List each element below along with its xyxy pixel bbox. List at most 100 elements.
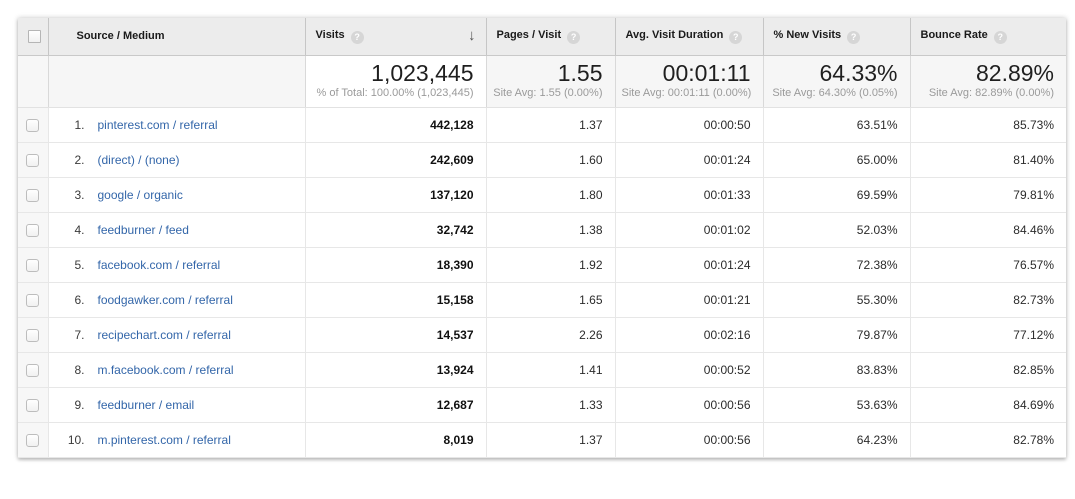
table-body: 1. pinterest.com / referral 442,128 1.37 … <box>18 107 1066 458</box>
row-checkbox-cell <box>18 247 48 283</box>
summary-visits-cell: 1,023,445 % of Total: 100.00% (1,023,445… <box>304 55 486 108</box>
summary-new-visits-cell: 64.33% Site Avg: 64.30% (0.05%) <box>762 55 910 108</box>
summary-row: 1,023,445 % of Total: 100.00% (1,023,445… <box>18 55 1066 108</box>
help-icon[interactable]: ? <box>567 30 581 44</box>
visits-cell: 442,128 <box>304 107 486 143</box>
table-row: 6. foodgawker.com / referral 15,158 1.65 … <box>18 282 1066 318</box>
row-number: 10. <box>67 432 85 447</box>
column-header-source-medium[interactable]: Source / Medium <box>47 18 305 56</box>
source-medium-link[interactable]: feedburner / email <box>97 397 195 412</box>
bounce-rate-cell: 76.57% <box>909 247 1066 283</box>
row-checkbox[interactable] <box>26 223 40 237</box>
column-header-new-visits[interactable]: % New Visits? <box>762 18 910 56</box>
new-visits-cell: 53.63% <box>762 387 910 423</box>
sort-descending-icon: ↓ <box>468 27 476 45</box>
row-checkbox[interactable] <box>26 153 40 167</box>
avg-visit-duration-cell: 00:00:50 <box>614 107 763 143</box>
column-header-avg-visit-duration[interactable]: Avg. Visit Duration? <box>614 18 763 56</box>
bounce-rate-cell: 85.73% <box>909 107 1066 143</box>
source-medium-link[interactable]: m.pinterest.com / referral <box>97 432 231 447</box>
column-label: % New Visits <box>773 28 842 41</box>
row-checkbox[interactable] <box>26 363 40 377</box>
help-icon[interactable]: ? <box>729 30 743 44</box>
visits-cell: 8,019 <box>304 422 486 458</box>
table-header-row: Source / Medium Visits? ↓ Pages / Visit?… <box>18 18 1066 56</box>
new-visits-cell: 64.23% <box>762 422 910 458</box>
row-checkbox[interactable] <box>26 433 40 447</box>
column-header-bounce-rate[interactable]: Bounce Rate? <box>909 18 1066 56</box>
column-header-pages-visit[interactable]: Pages / Visit? <box>485 18 615 56</box>
source-medium-link[interactable]: recipechart.com / referral <box>97 327 231 342</box>
table-row: 4. feedburner / feed 32,742 1.38 00:01:02… <box>18 212 1066 248</box>
row-checkbox[interactable] <box>26 293 40 307</box>
source-medium-link[interactable]: m.facebook.com / referral <box>97 362 234 377</box>
source-medium-link[interactable]: pinterest.com / referral <box>97 117 218 132</box>
visits-cell: 13,924 <box>304 352 486 388</box>
avg-visit-duration-cell: 00:01:24 <box>614 247 763 283</box>
select-all-checkbox[interactable] <box>28 29 41 43</box>
source-medium-cell: 5. facebook.com / referral <box>47 247 305 283</box>
avg-pages-value: 1.55 <box>557 60 603 86</box>
bounce-rate-cell: 81.40% <box>909 142 1066 178</box>
new-visits-cell: 55.30% <box>762 282 910 318</box>
source-medium-cell: 2. (direct) / (none) <box>47 142 305 178</box>
analytics-table-card: Source / Medium Visits? ↓ Pages / Visit?… <box>18 18 1066 458</box>
help-icon[interactable]: ? <box>350 30 364 44</box>
bounce-rate-cell: 84.46% <box>909 212 1066 248</box>
avg-visit-duration-cell: 00:01:02 <box>614 212 763 248</box>
help-icon[interactable]: ? <box>993 30 1007 44</box>
source-medium-link[interactable]: (direct) / (none) <box>97 152 180 167</box>
table-row: 2. (direct) / (none) 242,609 1.60 00:01:2… <box>18 142 1066 178</box>
pages-visit-cell: 1.80 <box>485 177 615 213</box>
row-checkbox-cell <box>18 422 48 458</box>
row-checkbox-cell <box>18 317 48 353</box>
pages-visit-cell: 1.37 <box>485 107 615 143</box>
source-medium-cell: 4. feedburner / feed <box>47 212 305 248</box>
source-medium-cell: 8. m.facebook.com / referral <box>47 352 305 388</box>
bounce-rate-cell: 82.78% <box>909 422 1066 458</box>
avg-visit-duration-cell: 00:01:33 <box>614 177 763 213</box>
table-row: 9. feedburner / email 12,687 1.33 00:00:5… <box>18 387 1066 423</box>
table-row: 7. recipechart.com / referral 14,537 2.26… <box>18 317 1066 353</box>
row-checkbox[interactable] <box>26 188 40 202</box>
row-number: 7. <box>74 327 85 342</box>
avg-visit-duration-cell: 00:00:56 <box>614 422 763 458</box>
visits-cell: 137,120 <box>304 177 486 213</box>
bounce-rate-cell: 77.12% <box>909 317 1066 353</box>
help-icon[interactable]: ? <box>847 30 861 44</box>
total-visits-subtext: % of Total: 100.00% (1,023,445) <box>316 87 474 99</box>
new-visits-cell: 52.03% <box>762 212 910 248</box>
source-medium-cell: 3. google / organic <box>47 177 305 213</box>
avg-new-visits-subtext: Site Avg: 64.30% (0.05%) <box>772 87 898 99</box>
pages-visit-cell: 1.37 <box>485 422 615 458</box>
avg-visit-duration-cell: 00:00:52 <box>614 352 763 388</box>
avg-bounce-subtext: Site Avg: 82.89% (0.00%) <box>928 87 1054 99</box>
pages-visit-cell: 1.33 <box>485 387 615 423</box>
new-visits-cell: 72.38% <box>762 247 910 283</box>
row-number: 1. <box>74 117 85 132</box>
pages-visit-cell: 1.65 <box>485 282 615 318</box>
row-checkbox[interactable] <box>26 328 40 342</box>
visits-cell: 242,609 <box>304 142 486 178</box>
table-row: 8. m.facebook.com / referral 13,924 1.41 … <box>18 352 1066 388</box>
row-checkbox[interactable] <box>26 118 40 132</box>
source-medium-link[interactable]: foodgawker.com / referral <box>97 292 233 307</box>
source-medium-link[interactable]: facebook.com / referral <box>97 257 221 272</box>
summary-source-cell <box>47 55 305 108</box>
source-medium-link[interactable]: feedburner / feed <box>97 222 189 237</box>
column-label: Bounce Rate <box>920 28 988 41</box>
column-header-visits[interactable]: Visits? ↓ <box>304 18 486 56</box>
pages-visit-cell: 1.41 <box>485 352 615 388</box>
column-label: Avg. Visit Duration <box>625 28 724 41</box>
pages-visit-cell: 2.26 <box>485 317 615 353</box>
row-checkbox[interactable] <box>26 258 40 272</box>
source-medium-link[interactable]: google / organic <box>97 187 183 202</box>
table-row: 3. google / organic 137,120 1.80 00:01:33… <box>18 177 1066 213</box>
total-visits-value: 1,023,445 <box>371 60 474 86</box>
row-checkbox-cell <box>18 107 48 143</box>
summary-checkbox-cell <box>18 55 48 108</box>
row-checkbox[interactable] <box>26 398 40 412</box>
row-number: 8. <box>74 362 85 377</box>
source-medium-cell: 6. foodgawker.com / referral <box>47 282 305 318</box>
